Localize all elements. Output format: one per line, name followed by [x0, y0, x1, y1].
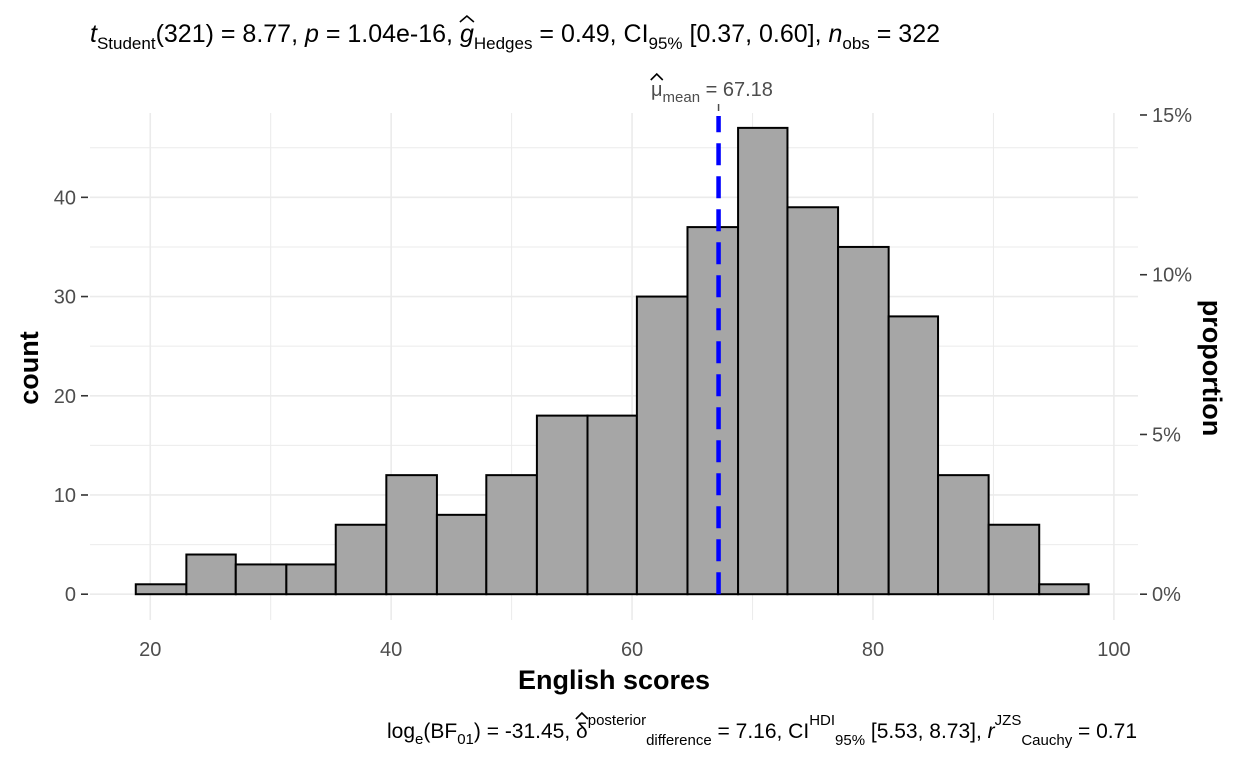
histogram-bars — [134, 126, 1090, 596]
mean-label: μmean = 67.18 — [651, 79, 773, 106]
histogram-bar — [385, 474, 438, 596]
histogram-bar — [837, 245, 890, 596]
y2-tick-label: 10% — [1152, 265, 1192, 287]
y-tick-label: 10 — [54, 485, 76, 507]
x-tick-label: 80 — [862, 639, 884, 661]
hat-mark — [650, 72, 664, 81]
histogram-bar — [134, 583, 188, 596]
y-tick-label: 0 — [65, 584, 76, 606]
histogram-bar — [185, 553, 237, 596]
histogram-bar — [786, 206, 840, 596]
hat-mark — [575, 711, 589, 720]
grid — [90, 113, 1138, 620]
histogram-bar — [635, 295, 689, 596]
y2-tick-label: 5% — [1152, 424, 1181, 446]
x-tick-label: 60 — [621, 639, 643, 661]
histogram-bar — [285, 563, 337, 596]
histogram-bar — [435, 513, 488, 596]
histogram-bar — [485, 474, 538, 596]
histogram-bar — [234, 563, 288, 596]
y-axis-title: count — [14, 331, 44, 405]
chart-title: tStudent(321) = 8.77, p = 1.04e-16, gHed… — [90, 20, 940, 53]
histogram-bar — [535, 414, 589, 596]
y-tick-label: 40 — [54, 187, 76, 209]
x-tick-label: 20 — [139, 639, 161, 661]
histogram-bar — [586, 414, 638, 596]
histogram-bar — [737, 126, 789, 596]
histogram-bar — [334, 523, 388, 596]
y2-tick-label: 15% — [1152, 105, 1192, 127]
y2-tick-label: 0% — [1152, 584, 1181, 606]
histogram-bar — [887, 315, 940, 596]
histogram-bar — [1038, 583, 1090, 596]
x-axis-title: English scores — [518, 665, 710, 695]
chart-caption: loge(BF01) = -31.45, δposteriordifferenc… — [387, 712, 1137, 749]
hat-mark — [459, 14, 475, 23]
histogram-bar — [987, 523, 1041, 596]
x-tick-label: 100 — [1097, 639, 1130, 661]
y-tick-label: 30 — [54, 287, 76, 309]
histogram-bar — [937, 474, 990, 596]
y-tick-label: 20 — [54, 386, 76, 408]
axes: 20 40 60 80 100 0 10 20 30 40 0% 5% 10% 15% — [54, 105, 1192, 661]
histogram-bar — [686, 226, 740, 596]
x-tick-label: 40 — [380, 639, 402, 661]
y2-axis-title: proportion — [1197, 300, 1227, 436]
